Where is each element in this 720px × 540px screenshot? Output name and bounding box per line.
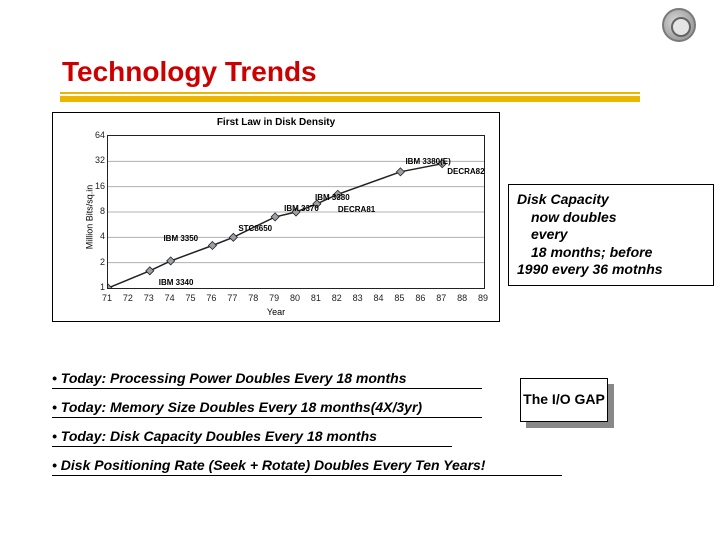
chart-point-label: IBM 3380(E) <box>405 157 450 166</box>
io-gap-label: The I/O GAP <box>520 378 608 422</box>
x-tick-label: 71 <box>99 293 115 303</box>
disk-note-line: 1990 every 36 motnhs <box>517 261 705 279</box>
x-tick-label: 88 <box>454 293 470 303</box>
chart-point-label: IBM 3350 <box>163 234 198 243</box>
title-underline-thin <box>60 92 640 94</box>
chart-point-label: DECRA82 <box>447 167 484 176</box>
chart-title: First Law in Disk Density <box>53 117 499 128</box>
seal-logo <box>662 8 696 42</box>
bullet-item: • Today: Disk Capacity Doubles Every 18 … <box>52 428 452 447</box>
io-gap-callout: The I/O GAP <box>520 378 608 422</box>
x-tick-label: 79 <box>266 293 282 303</box>
x-tick-label: 78 <box>245 293 261 303</box>
y-tick-label: 32 <box>89 155 105 165</box>
x-tick-label: 80 <box>287 293 303 303</box>
x-tick-label: 85 <box>391 293 407 303</box>
disk-note-line: every <box>517 226 705 244</box>
bullet-item: • Today: Memory Size Doubles Every 18 mo… <box>52 399 482 418</box>
disk-capacity-note: Disk Capacity now doubles every 18 month… <box>508 184 714 286</box>
x-tick-label: 84 <box>371 293 387 303</box>
bullet-item: • Today: Processing Power Doubles Every … <box>52 370 482 389</box>
x-tick-label: 87 <box>433 293 449 303</box>
x-tick-label: 81 <box>308 293 324 303</box>
page-title: Technology Trends <box>62 56 640 88</box>
x-tick-label: 83 <box>350 293 366 303</box>
density-chart: First Law in Disk Density Million Bits/s… <box>52 112 500 322</box>
title-underline-thick <box>60 96 640 102</box>
x-tick-label: 82 <box>329 293 345 303</box>
page-header: Technology Trends <box>60 56 640 102</box>
disk-note-line: Disk Capacity <box>517 191 705 209</box>
x-tick-label: 73 <box>141 293 157 303</box>
chart-point-label: IBM 3370 <box>284 204 319 213</box>
y-tick-label: 1 <box>89 282 105 292</box>
x-tick-label: 75 <box>183 293 199 303</box>
x-tick-label: 89 <box>475 293 491 303</box>
x-tick-label: 76 <box>203 293 219 303</box>
chart-xlabel: Year <box>53 307 499 317</box>
chart-point-label: IBM 3340 <box>159 278 194 287</box>
y-tick-label: 8 <box>89 206 105 216</box>
x-tick-label: 77 <box>224 293 240 303</box>
chart-point-label: DECRA81 <box>338 205 375 214</box>
bullet-item: • Disk Positioning Rate (Seek + Rotate) … <box>52 457 562 476</box>
x-tick-label: 74 <box>162 293 178 303</box>
y-tick-label: 16 <box>89 181 105 191</box>
disk-note-line: 18 months; before <box>517 244 705 262</box>
y-tick-label: 4 <box>89 231 105 241</box>
disk-note-line: now doubles <box>517 209 705 227</box>
chart-point-label: STC8650 <box>238 224 272 233</box>
y-tick-label: 64 <box>89 130 105 140</box>
y-tick-label: 2 <box>89 257 105 267</box>
x-tick-label: 86 <box>412 293 428 303</box>
x-tick-label: 72 <box>120 293 136 303</box>
chart-point-label: IBM 3380 <box>315 193 350 202</box>
